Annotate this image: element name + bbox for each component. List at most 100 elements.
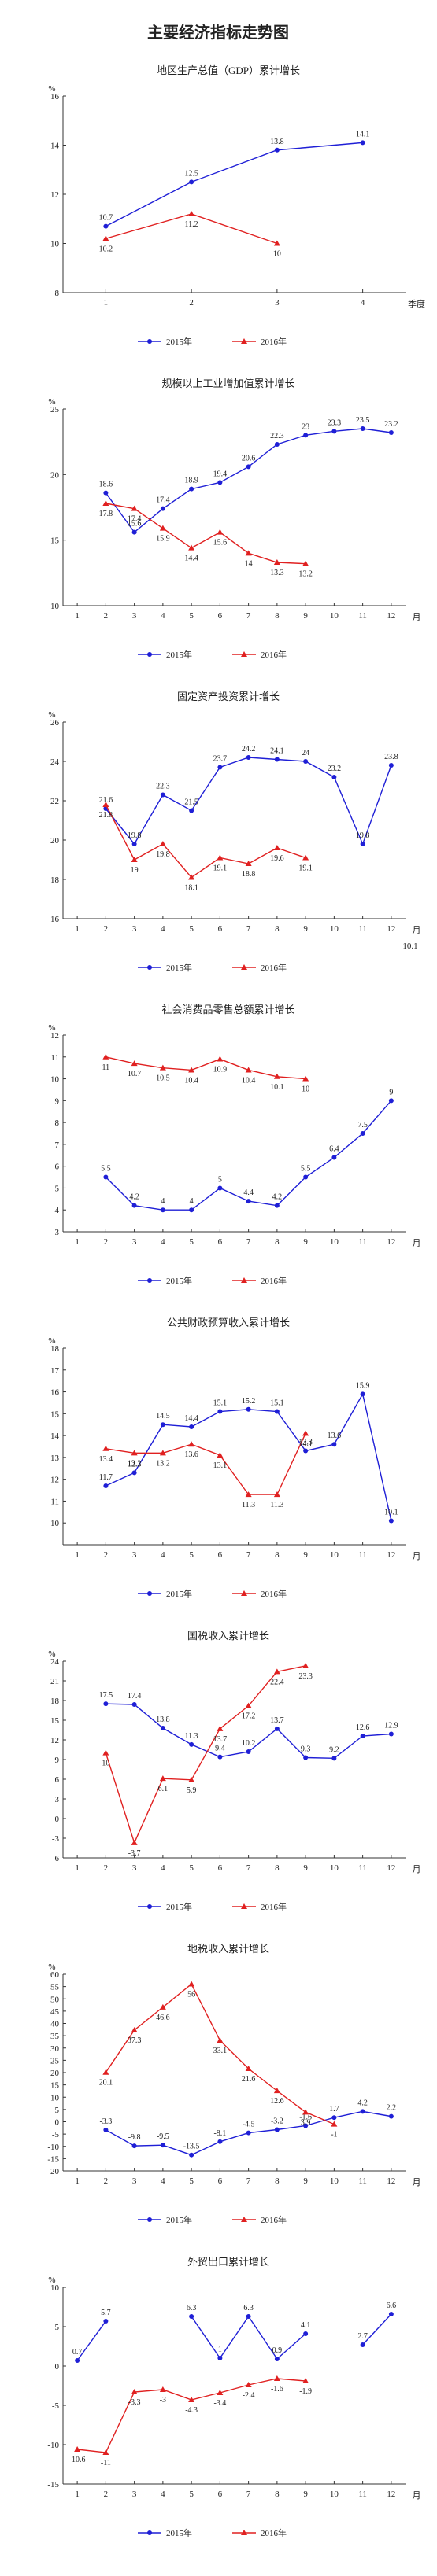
data-label: 18.8 [242, 870, 256, 879]
x-tick-label: 4 [361, 298, 365, 308]
y-tick-label: 7 [55, 1141, 60, 1150]
data-label: 24 [302, 749, 309, 757]
x-tick-label: 1 [104, 298, 109, 308]
data-label: 13.7 [270, 1716, 284, 1725]
data-label: -3.7 [128, 1849, 141, 1858]
data-label: 14.4 [184, 555, 198, 563]
data-label: 2.2 [387, 2104, 397, 2113]
data-label: 18.1 [184, 884, 198, 893]
y-tick-label: 18 [50, 875, 60, 885]
marker [217, 2390, 224, 2395]
data-label: 56 [187, 1991, 195, 1999]
x-axis-label: 月 [413, 1239, 421, 1248]
x-tick-label: 12 [387, 924, 395, 934]
x-tick-label: 2 [104, 924, 109, 934]
x-tick-label: 4 [161, 2176, 165, 2186]
marker [274, 1726, 280, 1731]
data-label: -3.3 [128, 2398, 141, 2407]
x-tick-label: 8 [275, 924, 280, 934]
y-unit: % [48, 1023, 55, 1033]
data-label: 13.3 [298, 1439, 313, 1447]
main-title: 主要经济指标走势图 [147, 23, 289, 42]
marker [302, 1075, 309, 1082]
marker [102, 500, 109, 506]
marker [246, 1199, 251, 1204]
series-line [106, 1056, 306, 1080]
marker [274, 147, 280, 153]
data-label: 20.1 [99, 2079, 113, 2088]
marker [147, 965, 152, 970]
data-label: 14.1 [298, 1439, 313, 1448]
x-tick-label: 7 [246, 1863, 251, 1873]
data-label: 6.3 [187, 2304, 197, 2313]
data-label: 6.3 [243, 2304, 254, 2313]
marker [303, 2123, 309, 2128]
data-label: -1.9 [299, 2387, 312, 2396]
data-label: -10.6 [69, 2456, 86, 2464]
data-label: 21.5 [184, 798, 198, 807]
x-tick-label: 8 [275, 1863, 280, 1873]
series-line [106, 142, 363, 227]
data-label: 13.1 [213, 1461, 228, 1470]
y-tick-label: -5 [52, 2130, 60, 2139]
data-label: 10.1 [384, 1508, 398, 1516]
marker [246, 2130, 251, 2136]
data-label: 13.6 [184, 1450, 198, 1459]
marker [131, 1203, 137, 1208]
marker [388, 763, 394, 768]
x-tick-label: 3 [132, 611, 137, 621]
marker [74, 2446, 81, 2452]
x-tick-label: 6 [218, 1550, 223, 1560]
marker [188, 1441, 195, 1447]
marker [241, 1903, 247, 1909]
x-tick-label: 8 [275, 2176, 280, 2186]
marker [217, 1185, 223, 1191]
marker [103, 1701, 109, 1707]
y-tick-label: 20 [50, 2069, 60, 2078]
y-tick-label: 5 [55, 1184, 60, 1193]
marker [160, 792, 165, 798]
x-tick-label: 2 [104, 611, 109, 621]
y-tick-label: 15 [50, 2081, 60, 2091]
marker [273, 1668, 280, 1675]
x-tick-label: 11 [358, 924, 367, 934]
marker [159, 2003, 166, 2010]
marker [102, 1445, 109, 1451]
x-tick-label: 5 [189, 2176, 194, 2186]
marker [388, 1518, 394, 1524]
marker [388, 2113, 394, 2119]
marker [217, 2356, 223, 2360]
marker [188, 2397, 195, 2402]
marker [273, 845, 280, 850]
x-tick-label: 8 [275, 1237, 280, 1247]
marker [131, 857, 138, 862]
legend-label: 2016年 [261, 1588, 287, 1599]
y-tick-label: 17 [50, 1366, 60, 1376]
x-tick-label: 7 [246, 1237, 251, 1247]
marker [188, 211, 195, 216]
x-tick-label: 7 [246, 1550, 251, 1560]
legend-label: 2016年 [261, 649, 287, 660]
x-tick-label: 8 [275, 2489, 280, 2499]
data-label: 13.3 [270, 569, 284, 577]
marker [217, 1452, 224, 1458]
marker [160, 2143, 165, 2148]
data-label: 9 [389, 1088, 393, 1096]
data-label: 10.9 [213, 1066, 228, 1074]
data-label: 21.6 [242, 2075, 256, 2084]
data-label: 17.2 [242, 1712, 256, 1721]
marker [241, 1277, 247, 1283]
marker [331, 2121, 338, 2127]
x-tick-label: 6 [218, 2489, 223, 2499]
marker [274, 442, 280, 447]
x-tick-label: 9 [303, 1550, 308, 1560]
x-tick-label: 4 [161, 1237, 165, 1247]
chart-title: 规模以上工业增加值累计增长 [161, 378, 294, 389]
marker [245, 550, 252, 556]
x-tick-label: 5 [189, 611, 194, 621]
data-label: 7.5 [357, 1121, 368, 1130]
marker [360, 2109, 365, 2114]
x-tick-label: 9 [303, 1863, 308, 1873]
